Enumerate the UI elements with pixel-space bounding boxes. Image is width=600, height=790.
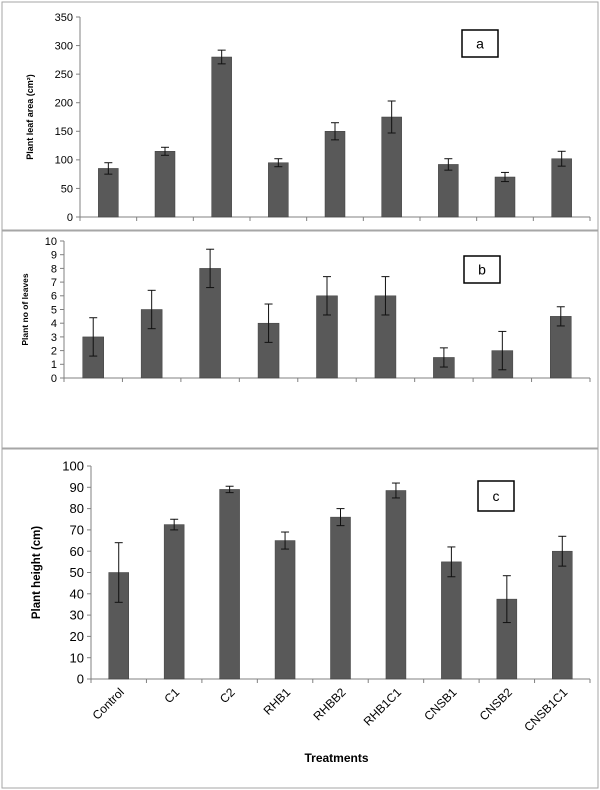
bar-CNSB1 <box>438 164 459 218</box>
y-tick-label: 0 <box>77 672 84 687</box>
y-tick-label: 90 <box>70 480 84 495</box>
y-axis-label: Plant height (cm) <box>31 526 43 619</box>
y-axis-label: Plant leaf area (cm²) <box>25 74 35 160</box>
chart-panel-c: 0 10 20 30 40 50 60 70 80 90 100 Plant height (cm) C… <box>1 448 599 789</box>
bar-C1 <box>163 524 185 680</box>
y-tick-label: 8 <box>51 263 57 275</box>
bar-CNSB1C1 <box>551 158 572 218</box>
panel-label-box <box>461 29 499 58</box>
x-tick-label: C1 <box>162 685 183 706</box>
y-tick-label: 2 <box>51 345 57 357</box>
y-tick-label: 60 <box>70 544 84 559</box>
panel-label: c <box>493 488 500 504</box>
y-tick-label: 100 <box>62 459 84 474</box>
y-tick-label: 70 <box>70 522 84 537</box>
y-tick-label: 1 <box>51 359 57 371</box>
bar-RHB1C1 <box>385 490 407 680</box>
panel-border <box>1 448 599 789</box>
chart-panel-b: 0 1 23 4 56 7 89 10 Plant no of leaves b <box>1 230 599 449</box>
chart-panel-a: 0 50 100 150 200 250 300 350 Plant leaf area (cm… <box>1 1 599 231</box>
x-tick-label: CNSB1 <box>421 685 459 723</box>
y-tick-label: 100 <box>55 155 73 167</box>
y-tick-label: 200 <box>55 98 73 110</box>
y-tick-label: 0 <box>51 373 57 385</box>
bar-C1 <box>154 151 176 218</box>
panel-border <box>1 1 599 231</box>
y-tick-label: 30 <box>70 608 84 623</box>
y-tick-label: 3 <box>51 332 57 344</box>
x-tick-label: CNSB2 <box>477 685 515 723</box>
y-tick-label: 0 <box>67 212 73 224</box>
y-tick-label: 10 <box>45 236 57 248</box>
panel-border <box>1 230 599 449</box>
bar-RHB1 <box>274 540 296 680</box>
bar-C2 <box>219 489 240 680</box>
y-tick-label: 7 <box>51 277 57 289</box>
bar-RHBB2 <box>324 131 346 218</box>
y-tick-label: 150 <box>55 126 73 138</box>
x-axis-label: Treatments <box>304 751 368 765</box>
panel-label-box <box>463 255 501 284</box>
x-tick-label: Control <box>90 685 127 722</box>
y-tick-label: 4 <box>51 318 57 330</box>
y-tick-label: 50 <box>61 183 73 195</box>
x-tick-label: C2 <box>217 685 238 706</box>
y-tick-label: 6 <box>51 291 57 303</box>
x-tick-label: CNSB1C1 <box>521 685 570 734</box>
bar-CNSB1 <box>441 561 462 680</box>
panel-label-box <box>477 480 515 512</box>
y-tick-label: 350 <box>55 12 73 24</box>
y-axis-label: Plant no of leaves <box>20 273 30 346</box>
bar-C2 <box>211 56 232 218</box>
y-tick-label: 5 <box>51 304 57 316</box>
y-tick-label: 80 <box>70 501 84 516</box>
y-tick-label: 250 <box>55 69 73 81</box>
panel-label: a <box>476 36 484 52</box>
bar-CNSB1C1 <box>552 550 573 680</box>
x-tick-label: RHB1C1 <box>361 685 405 729</box>
y-tick-label: 40 <box>70 586 84 601</box>
bar-RHB1 <box>268 162 289 218</box>
y-tick-label: 10 <box>70 650 84 665</box>
panel-label: b <box>478 262 486 278</box>
x-tick-label: RHBB2 <box>310 685 348 723</box>
bar-CNSB2 <box>494 176 516 218</box>
x-tick-label: RHB1 <box>261 685 294 718</box>
bar-Control <box>98 168 119 218</box>
y-tick-label: 50 <box>70 565 84 580</box>
y-tick-label: 9 <box>51 250 57 262</box>
bar-RHBB2 <box>330 516 351 680</box>
y-tick-label: 20 <box>70 629 84 644</box>
y-tick-label: 300 <box>55 40 73 52</box>
